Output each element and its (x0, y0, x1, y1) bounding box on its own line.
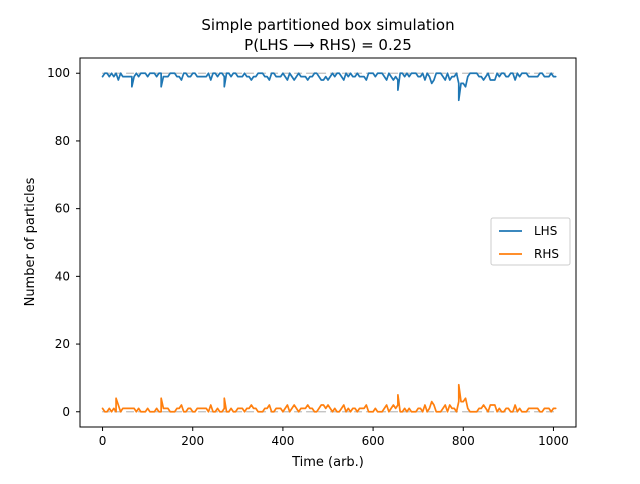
axes: 0 200 400 600 800 1000 0 20 40 60 80 100 (47, 66, 569, 448)
x-tick-label-1000: 1000 (538, 434, 569, 448)
x-axis-label: Time (arb.) (291, 455, 364, 470)
x-tick-label-0: 0 (99, 434, 107, 448)
y-tick-label-20: 20 (55, 337, 70, 351)
legend: LHS RHS (490, 217, 571, 266)
y-tick-label-80: 80 (55, 134, 70, 148)
reference-lines (101, 72, 555, 413)
lhs-series-line (101, 72, 557, 102)
x-tick-label-600: 600 (362, 434, 385, 448)
legend-lhs-label: LHS (534, 224, 557, 238)
x-tick-label-400: 400 (271, 434, 294, 448)
chart-title: Simple partitioned box simulation (201, 16, 454, 34)
y-tick-label-60: 60 (55, 202, 70, 216)
x-tick-label-200: 200 (181, 434, 204, 448)
chart-subtitle: P(LHS ⟶ RHS) = 0.25 (244, 36, 412, 54)
y-tick-label-40: 40 (55, 269, 70, 283)
rhs-series-line (101, 383, 557, 413)
y-tick-label-0: 0 (62, 405, 70, 419)
y-axis-label: Number of particles (23, 177, 38, 306)
series-lines (101, 72, 557, 413)
y-tick-label-100: 100 (47, 66, 70, 80)
plot-area (79, 57, 577, 428)
x-tick-label-800: 800 (452, 434, 475, 448)
legend-rhs-label: RHS (534, 247, 559, 261)
